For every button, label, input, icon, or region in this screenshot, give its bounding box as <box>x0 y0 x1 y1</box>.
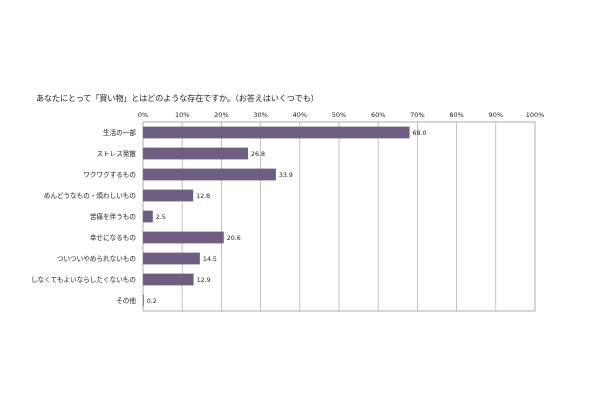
x-tick-label: 90% <box>489 111 503 119</box>
bars <box>143 126 410 307</box>
category-label: ついついやめられないもの <box>57 255 136 263</box>
x-tick-label: 30% <box>253 111 267 119</box>
value-labels: 68.0 26.8 33.9 12.8 2.5 20.6 14.5 12.9 0.2 <box>147 130 427 305</box>
x-tick-label: 10% <box>175 111 189 119</box>
bar <box>143 294 144 307</box>
x-tick-label: 20% <box>214 111 228 119</box>
value-label: 2.5 <box>156 214 166 221</box>
bar <box>143 147 249 160</box>
value-label: 12.8 <box>196 193 210 200</box>
gridlines <box>181 122 497 311</box>
category-label: しなくてもよいならしたくないもの <box>31 276 136 284</box>
x-tick-label: 100% <box>526 111 545 119</box>
value-label: 14.5 <box>203 256 217 263</box>
bar <box>143 168 276 181</box>
value-label: 68.0 <box>413 130 427 137</box>
x-tick-label: 50% <box>332 111 346 119</box>
category-label: 生活の一部 <box>103 128 136 137</box>
category-label: 幸せになるもの <box>90 234 136 242</box>
x-tick-label: 0% <box>138 111 148 119</box>
bar <box>143 231 224 244</box>
x-tick-label: 40% <box>293 111 307 119</box>
category-label: めんどうなもの・煩わしいもの <box>44 191 136 200</box>
category-label: ワクワクするもの <box>83 171 136 179</box>
bar <box>143 273 194 286</box>
value-label: 12.9 <box>197 277 211 284</box>
value-label: 0.2 <box>147 298 157 305</box>
bar <box>143 252 200 265</box>
category-label: 苦痛を伴うもの <box>90 212 136 221</box>
bar <box>143 189 194 202</box>
x-tick-label: 80% <box>449 111 463 119</box>
x-axis-ticks: 0% 10% 20% 30% 40% 50% 60% 70% 80% 90% 100% <box>138 111 544 119</box>
x-tick-label: 60% <box>371 111 385 119</box>
category-label: その他 <box>116 296 136 305</box>
value-label: 26.8 <box>251 151 265 158</box>
bar <box>143 210 153 223</box>
chart-title: あなたにとって「買い物」とはどのような存在ですか。（お答えはいくつでも） <box>36 93 319 103</box>
x-tick-label: 70% <box>410 111 424 119</box>
category-labels: 生活の一部ストレス発散ワクワクするものめんどうなもの・煩わしいもの苦痛を伴うもの… <box>31 128 136 305</box>
value-label: 20.6 <box>227 235 241 242</box>
category-label: ストレス発散 <box>96 149 136 158</box>
bar <box>143 126 410 139</box>
value-label: 33.9 <box>279 172 293 179</box>
